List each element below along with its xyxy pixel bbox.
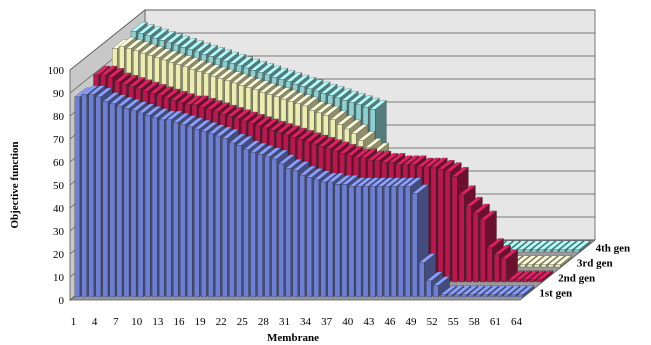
x-tick-label: 34: [300, 316, 312, 328]
x-tick-label: 25: [237, 316, 249, 328]
x-tick-label: 40: [342, 316, 354, 328]
bar: [440, 285, 458, 298]
x-tick-label: 64: [511, 316, 523, 328]
depth-label: 1st gen: [539, 288, 572, 300]
x-tick-label: 13: [152, 316, 164, 328]
x-tick-label: 19: [195, 316, 207, 328]
bar: [475, 285, 493, 298]
bar: [500, 249, 518, 283]
x-axis-ticks: 1 4 7 10 13 16 19 22 25 28 31 34 37 40 43 46 49 52 55 58 61 6…: [71, 316, 523, 328]
y-tick-label: 20: [53, 249, 65, 261]
y-axis-ticks: 0 10 20 30 40 50 60 70 80 90 100: [48, 65, 65, 307]
x-tick-label: 61: [490, 316, 501, 328]
x-tick-label: 52: [427, 316, 438, 328]
bar: [517, 285, 535, 298]
x-tick-label: 22: [216, 316, 227, 328]
chart-bars: [74, 21, 591, 298]
y-tick-label: 80: [53, 111, 65, 123]
x-tick-label: 37: [321, 316, 333, 328]
y-tick-label: 50: [53, 180, 65, 192]
bar: [432, 276, 450, 298]
y-tick-label: 10: [53, 272, 65, 284]
y-axis-title: Objective function: [9, 141, 21, 228]
y-tick-label: 60: [53, 157, 65, 169]
y-tick-label: 90: [53, 88, 65, 100]
x-tick-label: 49: [406, 316, 418, 328]
gridline: [69, 9, 595, 71]
depth-label: 4th gen: [596, 243, 631, 255]
y-tick-label: 100: [48, 65, 65, 77]
x-tick-label: 58: [469, 316, 481, 328]
x-tick-label: 55: [448, 316, 460, 328]
series-1-bars: [74, 85, 535, 298]
x-tick-label: 16: [173, 316, 185, 328]
bar: [554, 255, 572, 268]
y-tick-label: 40: [53, 203, 65, 215]
depth-label: 3rd gen: [577, 258, 613, 270]
x-tick-label: 46: [384, 316, 396, 328]
x-tick-label: 28: [258, 316, 270, 328]
bar: [573, 240, 591, 253]
x-tick-label: 43: [363, 316, 375, 328]
x-tick-label: 1: [71, 316, 77, 328]
x-tick-label: 10: [131, 316, 143, 328]
depth-axis-labels: 1st gen 2nd gen 3rd gen 4th gen: [539, 243, 630, 300]
y-tick-label: 30: [53, 226, 65, 238]
x-tick-label: 7: [113, 316, 119, 328]
y-tick-label: 70: [53, 134, 65, 146]
y-tick-label: 0: [59, 295, 65, 307]
x-tick-label: 4: [92, 316, 98, 328]
x-tick-label: 31: [279, 316, 290, 328]
depth-label: 2nd gen: [558, 273, 595, 285]
x-axis-title: Membrane: [267, 332, 319, 344]
bar: [536, 270, 554, 283]
